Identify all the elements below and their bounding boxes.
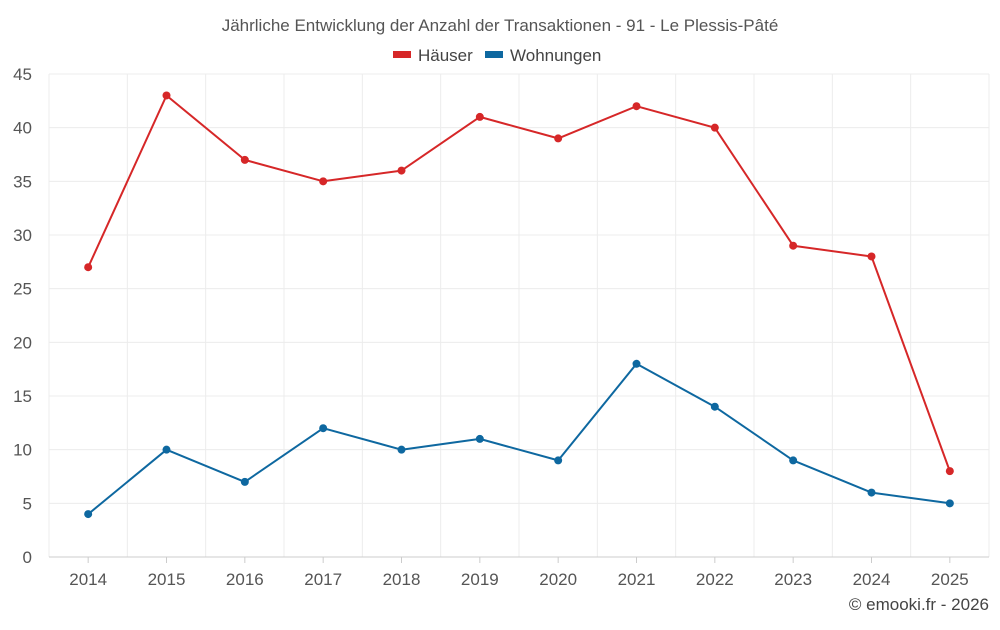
legend-swatch-wohnungen (485, 51, 503, 58)
y-tick-label-25: 25 (13, 280, 32, 299)
x-tick-label-2021: 2021 (618, 570, 656, 589)
data-point-wohnungen-2021[interactable] (632, 359, 641, 368)
series-line-haeuser (87, 94, 951, 472)
data-point-haeuser-2023[interactable] (789, 241, 798, 250)
y-tick-label-0: 0 (23, 548, 32, 567)
x-tick-label-2017: 2017 (304, 570, 342, 589)
data-point-wohnungen-2023[interactable] (789, 456, 798, 465)
legend-swatch-haeuser (393, 51, 411, 58)
data-point-wohnungen-2020[interactable] (554, 456, 563, 465)
y-tick-label-10: 10 (13, 441, 32, 460)
x-tick-label-2016: 2016 (226, 570, 264, 589)
x-tick-label-2019: 2019 (461, 570, 499, 589)
data-point-wohnungen-2016[interactable] (240, 477, 249, 486)
x-tick-label-2014: 2014 (69, 570, 107, 589)
credit-text: © emooki.fr - 2026 (849, 595, 989, 614)
data-point-wohnungen-2015[interactable] (162, 445, 171, 454)
data-point-haeuser-2020[interactable] (554, 134, 563, 143)
chart-title: Jährliche Entwicklung der Anzahl der Tra… (222, 16, 779, 35)
y-tick-label-45: 45 (13, 65, 32, 84)
data-point-haeuser-2016[interactable] (240, 155, 249, 164)
data-point-wohnungen-2024[interactable] (867, 488, 876, 497)
data-point-haeuser-2018[interactable] (397, 166, 406, 175)
data-point-haeuser-2014[interactable] (84, 263, 93, 272)
x-tick-label-2025: 2025 (931, 570, 969, 589)
y-tick-label-5: 5 (23, 494, 32, 513)
y-tick-label-35: 35 (13, 172, 32, 191)
data-point-haeuser-2025[interactable] (945, 467, 954, 476)
x-tick-label-2022: 2022 (696, 570, 734, 589)
series-line-wohnungen (87, 362, 950, 515)
y-tick-label-15: 15 (13, 387, 32, 406)
data-point-haeuser-2019[interactable] (475, 112, 484, 121)
y-tick-label-30: 30 (13, 226, 32, 245)
legend-label-haeuser: Häuser (418, 46, 473, 65)
legend-item-haeuser[interactable]: Häuser (393, 46, 473, 65)
data-point-wohnungen-2019[interactable] (475, 434, 484, 443)
legend-item-wohnungen[interactable]: Wohnungen (485, 46, 601, 65)
x-tick-label-2020: 2020 (539, 570, 577, 589)
x-tick-label-2015: 2015 (148, 570, 186, 589)
data-point-wohnungen-2014[interactable] (84, 510, 93, 519)
legend-label-wohnungen: Wohnungen (510, 46, 601, 65)
data-point-wohnungen-2025[interactable] (945, 499, 954, 508)
series (84, 91, 954, 519)
y-tick-label-20: 20 (13, 333, 32, 352)
data-point-wohnungen-2022[interactable] (710, 402, 719, 411)
x-tick-label-2018: 2018 (383, 570, 421, 589)
data-point-haeuser-2017[interactable] (319, 177, 328, 186)
data-point-haeuser-2024[interactable] (867, 252, 876, 261)
data-point-haeuser-2021[interactable] (632, 102, 641, 111)
x-tick-label-2024: 2024 (853, 570, 891, 589)
legend: Häuser Wohnungen (393, 46, 601, 65)
y-tick-label-40: 40 (13, 119, 32, 138)
data-point-wohnungen-2018[interactable] (397, 445, 406, 454)
data-point-haeuser-2015[interactable] (162, 91, 171, 100)
data-point-wohnungen-2017[interactable] (319, 424, 328, 433)
grid (48, 73, 990, 558)
data-point-haeuser-2022[interactable] (710, 123, 719, 132)
x-tick-label-2023: 2023 (774, 570, 812, 589)
